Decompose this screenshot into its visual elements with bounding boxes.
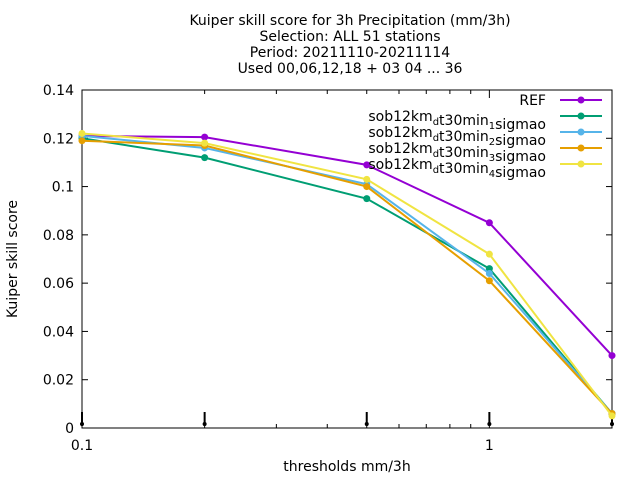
y-tick-label: 0.08 (43, 228, 74, 244)
y-tick-label: 0.06 (43, 276, 74, 292)
data-point (608, 412, 616, 420)
plot-frame (81, 89, 613, 429)
chart-title-line: Kuiper skill score for 3h Precipitation … (189, 13, 510, 29)
data-point (201, 154, 209, 162)
y-tick-label: 0.04 (43, 324, 74, 340)
legend-swatch-marker (577, 96, 585, 104)
data-point (485, 269, 493, 277)
series-lines (78, 129, 616, 420)
data-point (485, 277, 493, 285)
sample-marker-dot (487, 422, 492, 426)
legend-swatch-marker (577, 112, 585, 120)
x-tick-label: 1 (485, 438, 494, 454)
legend-swatch-marker (577, 144, 585, 152)
data-point (485, 265, 493, 273)
y-axis-title: Kuiper skill score (5, 200, 21, 318)
data-point (201, 139, 209, 147)
legend-label: sob12kmdt30min2sigmao (368, 125, 546, 149)
sample-marker-dot (202, 422, 207, 426)
x-tick-label: 0.1 (71, 438, 93, 454)
sample-marker-dot (610, 422, 614, 426)
y-tick-label: 0.14 (43, 83, 74, 99)
sample-marker-dot (364, 422, 369, 426)
chart-title-line: Selection: ALL 51 stations (259, 29, 440, 45)
legend: REFsob12kmdt30min1sigmaosob12kmdt30min2s… (368, 93, 602, 181)
data-point (78, 129, 86, 137)
data-point (363, 183, 371, 191)
data-point (363, 175, 371, 183)
legend-label: sob12kmdt30min4sigmao (368, 157, 546, 181)
series-line (81, 139, 613, 415)
data-point (485, 219, 493, 227)
legend-label: sob12kmdt30min1sigmao (368, 109, 546, 133)
chart-title: Kuiper skill score for 3h Precipitation … (189, 13, 510, 77)
legend-swatch-marker (577, 160, 585, 168)
sample-marker-dot (80, 422, 84, 426)
x-axis-title: thresholds mm/3h (283, 459, 410, 475)
data-point (363, 161, 371, 169)
chart-title-line: Used 00,06,12,18 + 03 04 ... 36 (238, 61, 463, 77)
legend-label: sob12kmdt30min3sigmao (368, 141, 546, 165)
data-point (78, 137, 86, 145)
y-tick-label: 0.1 (52, 180, 74, 196)
y-tick-label: 0.12 (43, 131, 74, 147)
y-tick-label: 0.02 (43, 373, 74, 389)
chart-title-line: Period: 20211110-20211114 (250, 45, 450, 61)
y-tick-label: 0 (65, 421, 74, 437)
legend-label: REF (519, 93, 546, 109)
data-point (485, 250, 493, 258)
data-point (608, 352, 616, 360)
data-point (363, 195, 371, 203)
legend-swatch-marker (577, 128, 585, 136)
data-point (201, 133, 209, 141)
